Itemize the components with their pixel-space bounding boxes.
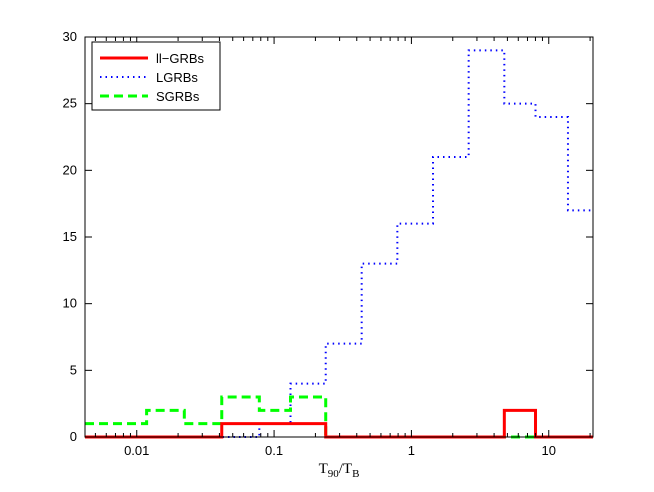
y-tick-label: 20	[63, 162, 77, 177]
tick-layer: 0.01 0.1 1 10 0 5 10 15 20 25 30	[63, 29, 593, 458]
legend-label-lgrbs: LGRBs	[156, 70, 198, 85]
x-axis-label-sub-2: B	[352, 468, 359, 480]
plot-frame	[84, 36, 594, 438]
x-axis-label-main-1: T	[319, 461, 328, 477]
legend-box	[91, 41, 221, 111]
x-axis-label-slash: /	[339, 461, 344, 477]
y-tick-label: 10	[63, 296, 77, 311]
y-tick-label: 25	[63, 96, 77, 111]
x-axis-label-main-2: T	[343, 461, 352, 477]
y-tick-label: 15	[63, 229, 77, 244]
legend: ll−GRBs LGRBs SGRBs	[91, 41, 221, 111]
y-tick-label: 0	[70, 429, 77, 444]
legend-label-sgrbs: SGRBs	[156, 89, 200, 104]
x-tick-label: 1	[408, 443, 415, 458]
x-tick-label: 10	[542, 443, 556, 458]
legend-label-ll-grbs: ll−GRBs	[156, 51, 205, 66]
x-tick-label: 0.1	[265, 443, 283, 458]
y-tick-label: 30	[63, 29, 77, 44]
x-axis-label-sub-1: 90	[328, 468, 340, 480]
x-tick-label: 0.01	[124, 443, 149, 458]
x-axis-label: T90/TB	[319, 461, 360, 480]
y-tick-label: 5	[70, 362, 77, 377]
